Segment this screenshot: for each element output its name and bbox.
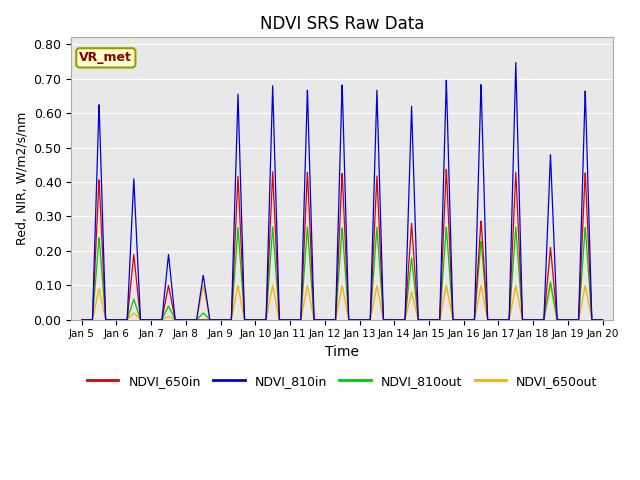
Legend: NDVI_650in, NDVI_810in, NDVI_810out, NDVI_650out: NDVI_650in, NDVI_810in, NDVI_810out, NDV…	[82, 370, 602, 393]
X-axis label: Time: Time	[325, 345, 359, 359]
Title: NDVI SRS Raw Data: NDVI SRS Raw Data	[260, 15, 424, 33]
Text: VR_met: VR_met	[79, 51, 132, 64]
Y-axis label: Red, NIR, W/m2/s/nm: Red, NIR, W/m2/s/nm	[15, 112, 28, 245]
